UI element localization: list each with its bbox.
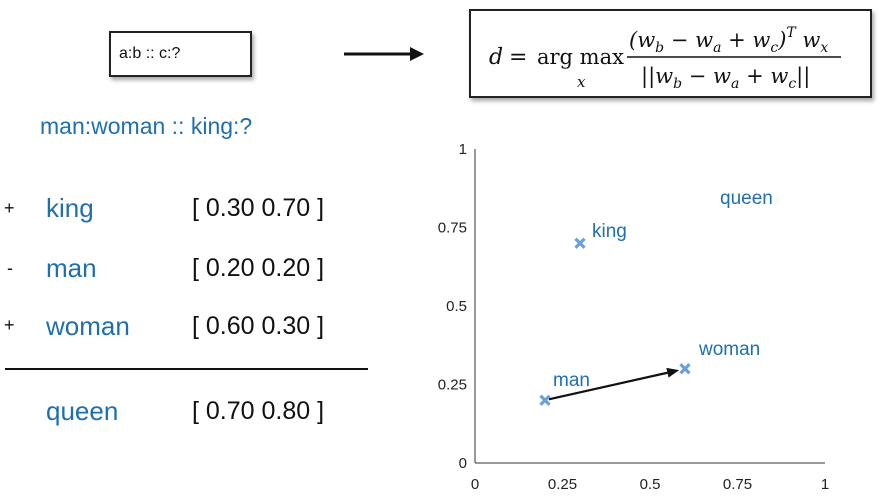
word-vector-plot: 0 0.25 0.5 0.75 1 0 0.25 0.5 0.75 1 king man woman…	[438, 141, 829, 493]
x-tick-label: 0.25	[548, 476, 577, 493]
formula-box: d = arg max x (wb − wa + wc)T wx ||wb − …	[469, 9, 872, 98]
formula-equation: d = arg max x (wb − wa + wc)T wx ||wb − …	[489, 25, 841, 92]
y-tick-label: 0.75	[438, 220, 467, 237]
term-vector: [ 0.60 0.30 ]	[192, 312, 325, 340]
term-op: -	[7, 258, 13, 278]
term-word: woman	[46, 311, 130, 341]
sum-divider	[5, 368, 368, 370]
x-tick-label: 0	[471, 476, 479, 493]
svg-text:x: x	[577, 73, 586, 91]
x-tick-label: 0.5	[640, 476, 661, 493]
arrow-head	[666, 367, 680, 378]
point-label-woman: woman	[698, 339, 760, 360]
point-label-king: king	[592, 221, 627, 242]
svg-text:=: =	[509, 45, 527, 70]
x-tick-label: 1	[821, 476, 829, 493]
svg-text:d: d	[489, 45, 503, 70]
analogy-box: a:b :: c:?	[109, 31, 252, 77]
x-tick-label: 0.75	[723, 476, 752, 493]
y-tick-label: 0.25	[438, 377, 467, 394]
example-title: man:woman :: king:?	[40, 113, 253, 139]
term-op: +	[4, 315, 15, 335]
analogy-text: a:b :: c:?	[119, 45, 181, 62]
term-op: +	[4, 198, 15, 218]
result-vector: [ 0.70 0.80 ]	[192, 397, 325, 425]
term-vector: [ 0.20 0.20 ]	[192, 254, 325, 282]
y-tick-label: 1	[459, 141, 467, 158]
y-tick-label: 0.5	[446, 298, 467, 315]
point-marker-man	[539, 394, 551, 406]
point-label-queen: queen	[720, 188, 773, 209]
point-marker-woman	[679, 363, 691, 375]
term-vector: [ 0.30 0.70 ]	[192, 194, 325, 222]
term-word: king	[46, 193, 94, 223]
y-tick-label: 0	[459, 455, 467, 472]
point-marker-king	[574, 237, 586, 249]
svg-text:(wb − wa + wc)T wx: (wb − wa + wc)T wx	[629, 25, 828, 56]
svg-text:arg max: arg max	[537, 45, 624, 69]
difference-arrow	[548, 371, 668, 401]
term-word: man	[46, 253, 97, 283]
svg-text:||wb − wa + wc||: ||wb − wa + wc||	[641, 64, 810, 92]
point-label-man: man	[553, 370, 590, 391]
right-arrow-icon	[344, 47, 424, 61]
result-word: queen	[46, 396, 119, 426]
